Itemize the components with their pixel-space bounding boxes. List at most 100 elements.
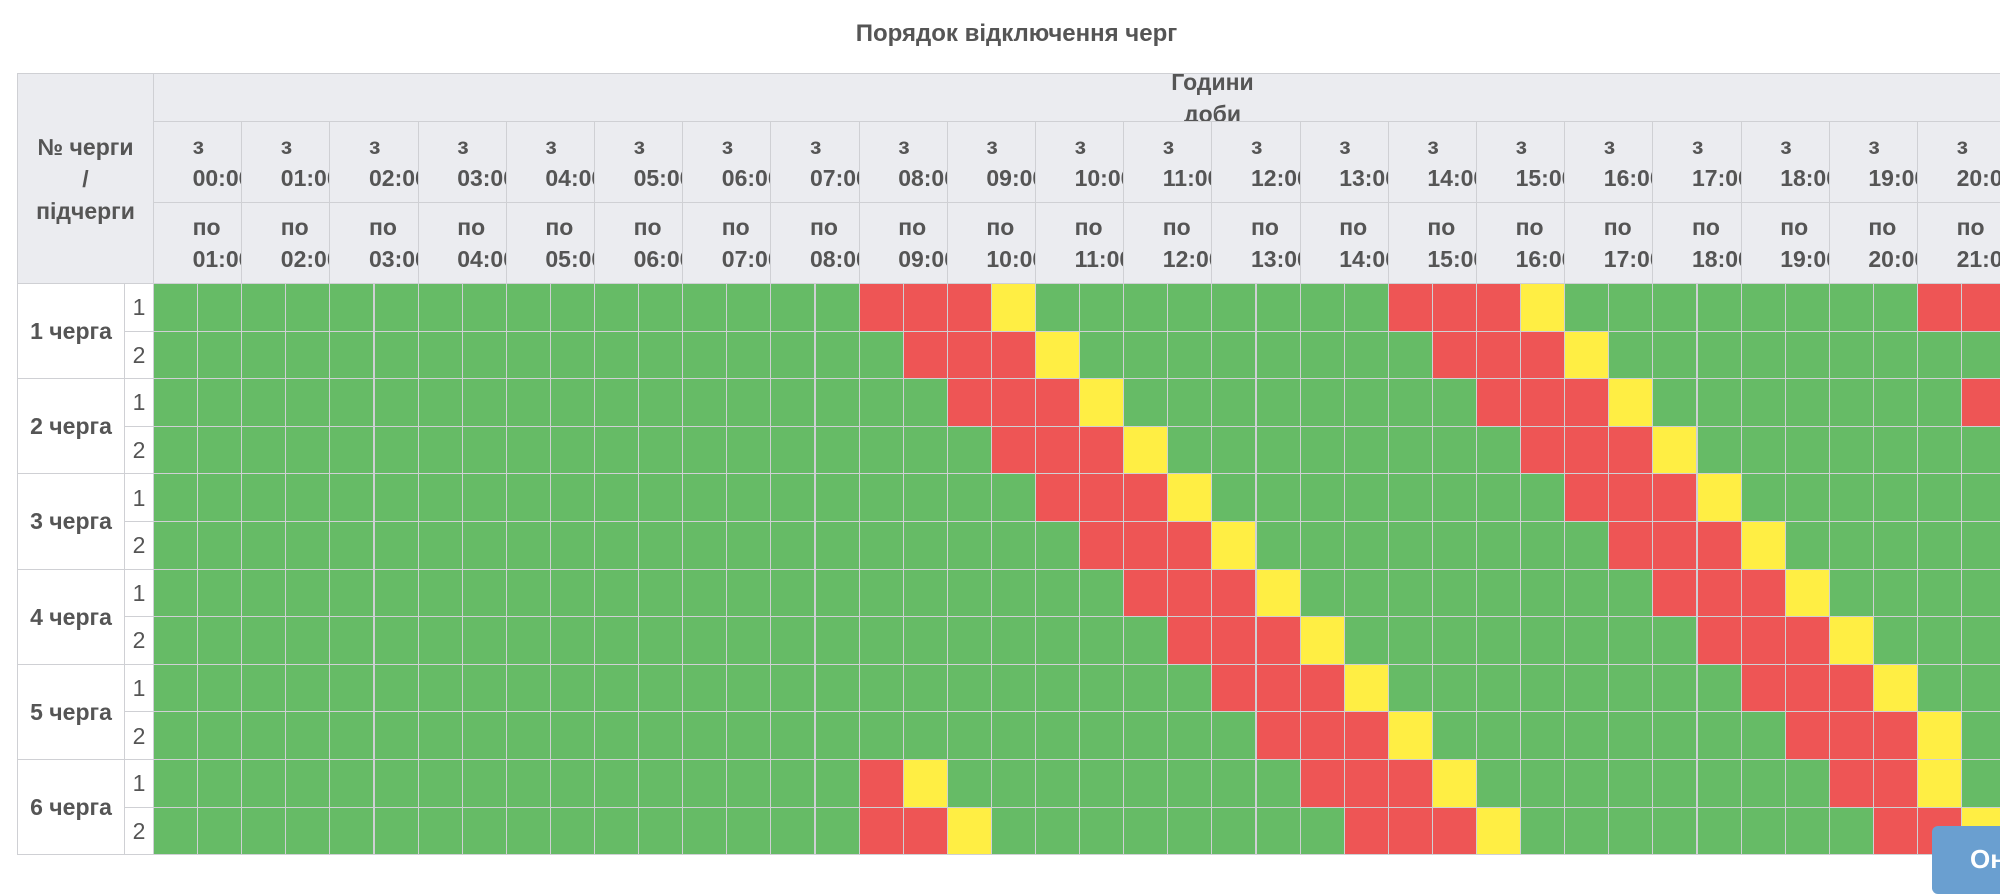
cell-text: по 12:00: [1162, 214, 1222, 272]
cell: [285, 473, 331, 522]
cell: [1608, 711, 1654, 760]
cell: [1035, 568, 1081, 618]
cell: [505, 283, 551, 332]
cell: [241, 425, 287, 475]
cell: [1652, 330, 1698, 380]
group-label: 5 черга: [17, 663, 125, 760]
cell-text: 2: [132, 817, 146, 844]
cell: [1387, 521, 1433, 570]
cell-text: 1: [132, 770, 146, 797]
cell-text: з 18:00: [1780, 133, 1840, 191]
cell: [505, 711, 551, 760]
cell: [682, 521, 728, 570]
cell: [946, 521, 992, 570]
cell: [946, 663, 992, 713]
cell: [1431, 283, 1477, 332]
cell-text: по 14:00: [1339, 214, 1399, 272]
cell: [153, 806, 199, 856]
from-header: з 14:00: [1387, 121, 1486, 203]
cell: [1564, 759, 1610, 808]
cell: [153, 568, 199, 618]
cell: [1784, 663, 1830, 713]
cell: [461, 425, 507, 475]
cell: [1299, 425, 1345, 475]
cell: [1211, 759, 1257, 808]
cell-text: по 13:00: [1250, 214, 1310, 272]
cell: [1167, 330, 1213, 380]
cell: [1387, 711, 1433, 760]
group-label: 1 черга: [17, 283, 125, 380]
cell: [726, 283, 772, 332]
cell: [1431, 330, 1477, 380]
cell: [1520, 663, 1566, 713]
cell: [1961, 330, 2000, 380]
cell: [1343, 663, 1389, 713]
cell: [1387, 330, 1433, 380]
cell: [1917, 616, 1963, 665]
cell: [1564, 330, 1610, 380]
cell: [1167, 711, 1213, 760]
cell: [814, 283, 860, 332]
cell: [990, 425, 1036, 475]
cell: [1608, 568, 1654, 618]
cell-text: по 16:00: [1515, 214, 1575, 272]
cell: [1652, 425, 1698, 475]
cell: [1255, 663, 1301, 713]
cell: [1608, 521, 1654, 570]
cell: [1520, 568, 1566, 618]
cell: [241, 616, 287, 665]
cell: [461, 616, 507, 665]
cell: [1872, 806, 1918, 856]
cell: [946, 425, 992, 475]
cell: [1520, 378, 1566, 427]
cell: [770, 616, 816, 665]
cell: [1343, 759, 1389, 808]
cell: [858, 806, 904, 856]
cell: [990, 806, 1036, 856]
to-header: по 11:00: [1035, 202, 1132, 284]
cell: [814, 806, 860, 856]
cell: [1564, 283, 1610, 332]
cell: [329, 330, 375, 380]
cell-text: з 16:00: [1603, 133, 1663, 191]
corner-header: № черги / підчерги: [17, 73, 154, 284]
cell: [1299, 283, 1345, 332]
cell: [1431, 425, 1477, 475]
cell: [1035, 330, 1081, 380]
cell: [902, 330, 948, 380]
cell: [1740, 663, 1786, 713]
cell: [1872, 568, 1918, 618]
cell: [1079, 759, 1125, 808]
cell: [902, 711, 948, 760]
group-label: 6 черга: [17, 759, 125, 856]
cell: [1299, 711, 1345, 760]
cell: [902, 283, 948, 332]
button[interactable]: Он: [1932, 826, 2000, 894]
to-header: по 13:00: [1211, 202, 1310, 284]
cell: [1476, 425, 1522, 475]
cell: [1784, 283, 1830, 332]
cell: [1167, 473, 1213, 522]
cell: [770, 378, 816, 427]
cell: [1476, 711, 1522, 760]
cell: [1343, 283, 1389, 332]
cell: [902, 378, 948, 427]
cell: [594, 806, 640, 856]
cell: [1564, 425, 1610, 475]
cell: [1784, 616, 1830, 665]
cell: [1520, 616, 1566, 665]
cell: [461, 283, 507, 332]
cell: [902, 759, 948, 808]
cell: [1123, 521, 1169, 570]
cell-text: з 00:00: [192, 133, 252, 191]
cell: [1035, 283, 1081, 332]
cell: [594, 283, 640, 332]
cell: [1343, 378, 1389, 427]
cell: [373, 616, 419, 665]
subrow-label: 2: [124, 711, 154, 760]
cell: [241, 759, 287, 808]
cell: [1652, 568, 1698, 618]
cell: [946, 330, 992, 380]
cell: [1872, 616, 1918, 665]
cell: [638, 711, 684, 760]
